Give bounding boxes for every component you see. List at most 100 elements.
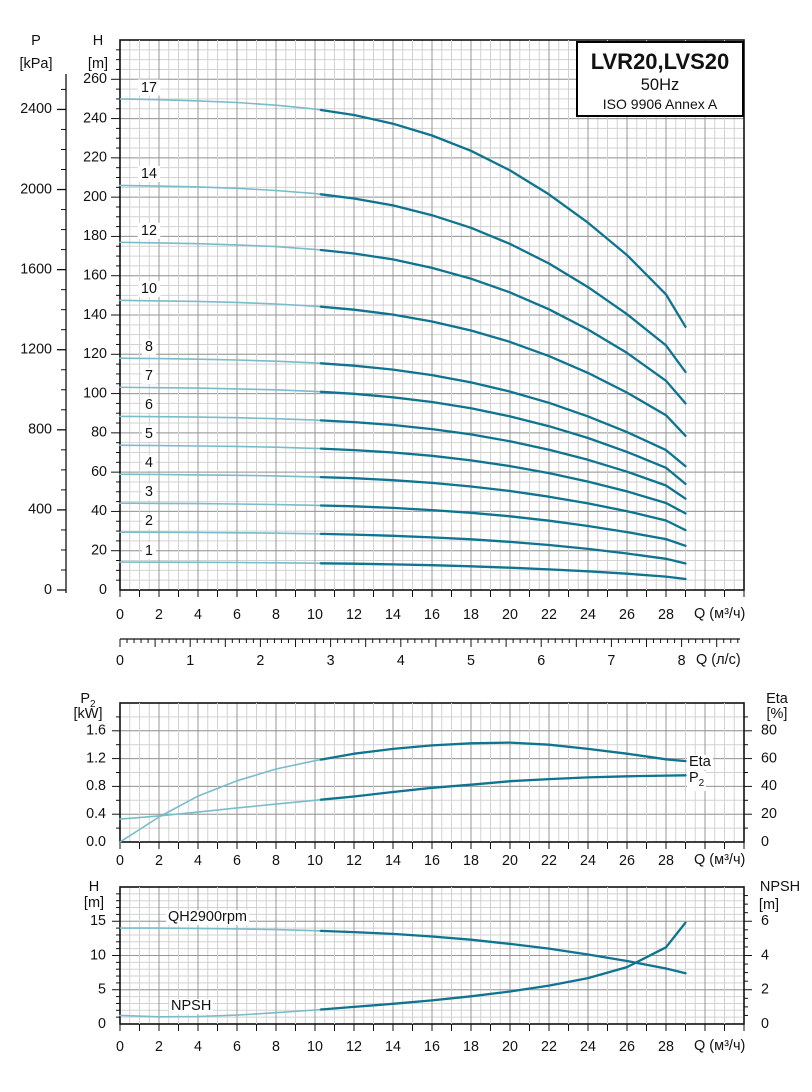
svg-text:20: 20 bbox=[502, 1039, 518, 1055]
svg-text:2000: 2000 bbox=[20, 181, 52, 197]
svg-text:16: 16 bbox=[424, 1039, 440, 1055]
svg-text:100: 100 bbox=[83, 385, 107, 401]
svg-text:6: 6 bbox=[145, 397, 153, 413]
svg-text:14: 14 bbox=[385, 607, 401, 623]
eta-axis-unit: [%] bbox=[766, 706, 788, 722]
svg-text:6: 6 bbox=[761, 913, 769, 929]
svg-text:24: 24 bbox=[580, 853, 596, 869]
svg-text:0: 0 bbox=[116, 1039, 124, 1055]
svg-text:6: 6 bbox=[537, 653, 545, 669]
svg-text:1: 1 bbox=[186, 653, 194, 669]
svg-text:6: 6 bbox=[233, 607, 241, 623]
svg-text:20: 20 bbox=[502, 853, 518, 869]
svg-text:160: 160 bbox=[83, 267, 107, 283]
svg-text:18: 18 bbox=[463, 1039, 479, 1055]
svg-text:8: 8 bbox=[272, 607, 280, 623]
svg-text:16: 16 bbox=[424, 607, 440, 623]
qh-curve-label: QH2900rpm bbox=[166, 909, 249, 925]
svg-text:24: 24 bbox=[580, 1039, 596, 1055]
svg-text:180: 180 bbox=[83, 228, 107, 244]
svg-text:140: 140 bbox=[83, 307, 107, 323]
svg-text:20: 20 bbox=[502, 607, 518, 623]
svg-text:28: 28 bbox=[658, 607, 674, 623]
svg-text:2: 2 bbox=[155, 853, 163, 869]
svg-text:1600: 1600 bbox=[20, 261, 52, 277]
svg-text:40: 40 bbox=[761, 778, 777, 794]
svg-text:4: 4 bbox=[194, 1039, 202, 1055]
svg-text:120: 120 bbox=[83, 346, 107, 362]
svg-text:18: 18 bbox=[463, 853, 479, 869]
svg-text:0.0: 0.0 bbox=[86, 834, 106, 850]
svg-text:8: 8 bbox=[678, 653, 686, 669]
eta-axis-title: Eta bbox=[766, 691, 788, 707]
p-axis-unit: [kPa] bbox=[19, 56, 53, 72]
main-x-axis-title: Q (м³/ч) bbox=[694, 606, 746, 622]
svg-text:12: 12 bbox=[141, 223, 157, 239]
npsh-curve-label: NPSH bbox=[169, 998, 214, 1014]
svg-text:26: 26 bbox=[619, 853, 635, 869]
svg-text:22: 22 bbox=[541, 607, 557, 623]
svg-text:80: 80 bbox=[761, 723, 777, 739]
svg-text:2: 2 bbox=[256, 653, 264, 669]
eta-curve-label: Eta bbox=[687, 754, 713, 770]
p2-axis-title: P2 bbox=[80, 691, 96, 710]
svg-text:3: 3 bbox=[145, 484, 153, 500]
svg-text:0: 0 bbox=[98, 1016, 106, 1032]
svg-text:4: 4 bbox=[194, 607, 202, 623]
svg-text:26: 26 bbox=[619, 1039, 635, 1055]
bottom-x-axis-title: Q (м³/ч) bbox=[694, 1038, 746, 1054]
svg-text:10: 10 bbox=[307, 853, 323, 869]
test-standard: ISO 9906 Annex A bbox=[602, 96, 718, 112]
svg-text:4: 4 bbox=[194, 853, 202, 869]
h-axis-unit: [m] bbox=[87, 56, 109, 72]
h2-axis-unit: [m] bbox=[83, 895, 105, 911]
svg-text:2: 2 bbox=[145, 513, 153, 529]
svg-text:4: 4 bbox=[761, 947, 769, 963]
svg-text:0: 0 bbox=[116, 853, 124, 869]
svg-text:8: 8 bbox=[145, 339, 153, 355]
svg-text:28: 28 bbox=[658, 853, 674, 869]
svg-text:1.2: 1.2 bbox=[86, 750, 106, 766]
svg-text:14: 14 bbox=[385, 853, 401, 869]
svg-text:12: 12 bbox=[346, 1039, 362, 1055]
middle-x-axis-title: Q (м³/ч) bbox=[694, 852, 746, 868]
svg-text:4: 4 bbox=[145, 455, 153, 471]
svg-text:1: 1 bbox=[145, 543, 153, 559]
svg-text:20: 20 bbox=[91, 542, 107, 558]
svg-text:0: 0 bbox=[99, 582, 107, 598]
svg-text:800: 800 bbox=[28, 422, 52, 438]
svg-text:5: 5 bbox=[467, 653, 475, 669]
svg-text:4: 4 bbox=[397, 653, 405, 669]
pump-model: LVR20,LVS20 bbox=[590, 49, 730, 74]
svg-text:5: 5 bbox=[145, 426, 153, 442]
h-axis-title: H bbox=[92, 33, 104, 49]
svg-text:220: 220 bbox=[83, 150, 107, 166]
svg-text:1.6: 1.6 bbox=[86, 723, 106, 739]
title-box: LVR20,LVS20 50Hz ISO 9906 Annex A bbox=[576, 41, 744, 117]
svg-text:14: 14 bbox=[385, 1039, 401, 1055]
svg-text:400: 400 bbox=[28, 502, 52, 518]
svg-text:10: 10 bbox=[307, 1039, 323, 1055]
svg-text:17: 17 bbox=[141, 80, 157, 96]
svg-text:1200: 1200 bbox=[20, 342, 52, 358]
svg-text:0: 0 bbox=[116, 607, 124, 623]
svg-text:10: 10 bbox=[141, 281, 157, 297]
svg-text:6: 6 bbox=[233, 1039, 241, 1055]
npsh-axis-title: NPSH bbox=[759, 879, 801, 895]
svg-text:8: 8 bbox=[272, 853, 280, 869]
svg-text:200: 200 bbox=[83, 189, 107, 205]
svg-text:14: 14 bbox=[141, 166, 157, 182]
svg-text:5: 5 bbox=[98, 982, 106, 998]
npsh-axis-unit: [m] bbox=[758, 897, 780, 913]
svg-text:22: 22 bbox=[541, 1039, 557, 1055]
svg-text:28: 28 bbox=[658, 1039, 674, 1055]
svg-text:6: 6 bbox=[233, 853, 241, 869]
svg-text:240: 240 bbox=[83, 110, 107, 126]
svg-text:10: 10 bbox=[90, 947, 106, 963]
svg-text:12: 12 bbox=[346, 607, 362, 623]
svg-text:7: 7 bbox=[607, 653, 615, 669]
svg-text:20: 20 bbox=[761, 806, 777, 822]
h2-axis-title: H bbox=[88, 879, 100, 895]
